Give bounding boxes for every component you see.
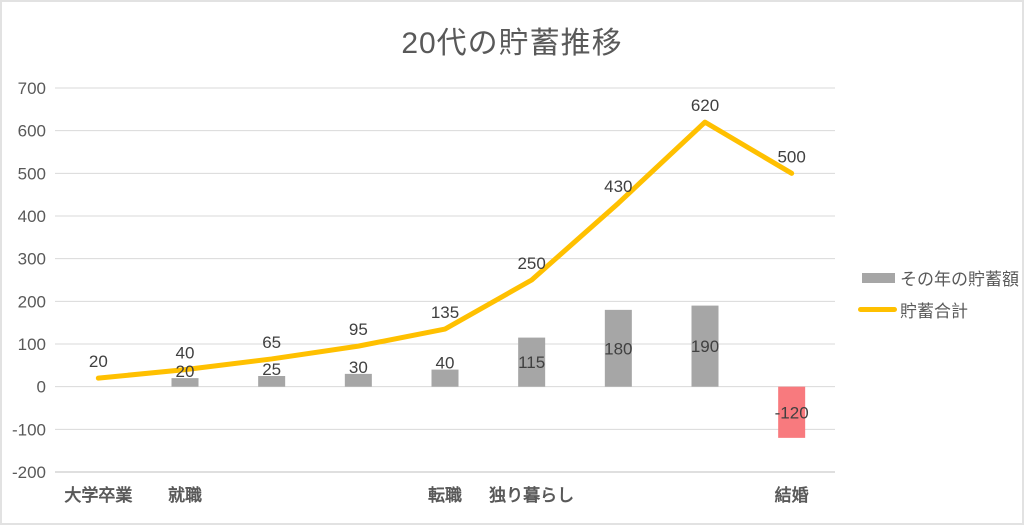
bar-segment <box>518 337 546 387</box>
bar-series-swatch-icon <box>862 272 895 283</box>
line-data-label: 250 <box>517 254 545 273</box>
line-data-label: 135 <box>431 303 459 322</box>
chart-title: 20代の貯蓄推移 <box>401 27 623 60</box>
x-axis-label: 大学卒業 <box>64 485 132 505</box>
y-axis-tick-label: 700 <box>18 79 46 98</box>
line-data-label: 620 <box>691 96 719 115</box>
bar-data-label: 190 <box>691 337 719 356</box>
y-axis-tick-label: 300 <box>18 250 46 269</box>
legend: その年の貯蓄額 貯蓄合計 <box>858 265 1019 322</box>
bar-segment <box>344 373 372 387</box>
legend-item-total-savings: 貯蓄合計 <box>858 297 1019 322</box>
legend-label: その年の貯蓄額 <box>900 270 1019 289</box>
y-axis-tick-label: 200 <box>18 292 46 311</box>
x-axis-label: 就職 <box>168 485 202 505</box>
line-series-swatch-icon <box>858 307 897 312</box>
line-data-label: 20 <box>89 352 108 371</box>
y-axis-tick-label: 500 <box>18 164 46 183</box>
y-axis-tick-label: -200 <box>12 463 46 482</box>
line-data-label: 500 <box>777 147 805 166</box>
line-data-label: 430 <box>604 177 632 196</box>
bar-data-label: 115 <box>518 353 545 372</box>
bar-segment <box>171 378 199 387</box>
bar-segment <box>431 369 459 387</box>
x-axis-label: 転職 <box>428 485 462 505</box>
legend-item-yearly-savings: その年の貯蓄額 <box>858 265 1019 290</box>
legend-label: 貯蓄合計 <box>900 302 968 321</box>
line-data-label: 40 <box>176 344 195 363</box>
line-data-label: 65 <box>262 333 281 352</box>
y-axis-tick-label: 400 <box>18 207 46 226</box>
y-axis-tick-label: 0 <box>37 378 46 397</box>
bar-segment <box>258 376 286 387</box>
bar-data-label: 30 <box>349 358 368 377</box>
bar-data-label: 25 <box>262 360 281 379</box>
bar-data-label: 40 <box>436 354 455 373</box>
savings-total-line <box>95 119 795 381</box>
x-axis-label: 結婚 <box>775 485 809 505</box>
y-axis-tick-label: -100 <box>12 420 46 439</box>
bar-segment <box>778 386 806 438</box>
y-axis-tick-label: 100 <box>18 335 46 354</box>
bar-data-label: -120 <box>775 403 809 422</box>
bar-data-label: 180 <box>604 339 632 358</box>
x-axis-label: 独り暮らし <box>489 485 574 505</box>
bar-segment <box>691 305 719 387</box>
bar-data-label: 20 <box>176 362 195 381</box>
bar-segment <box>604 309 632 387</box>
line-data-label: 95 <box>349 320 368 339</box>
y-axis-tick-label: 600 <box>18 122 46 141</box>
